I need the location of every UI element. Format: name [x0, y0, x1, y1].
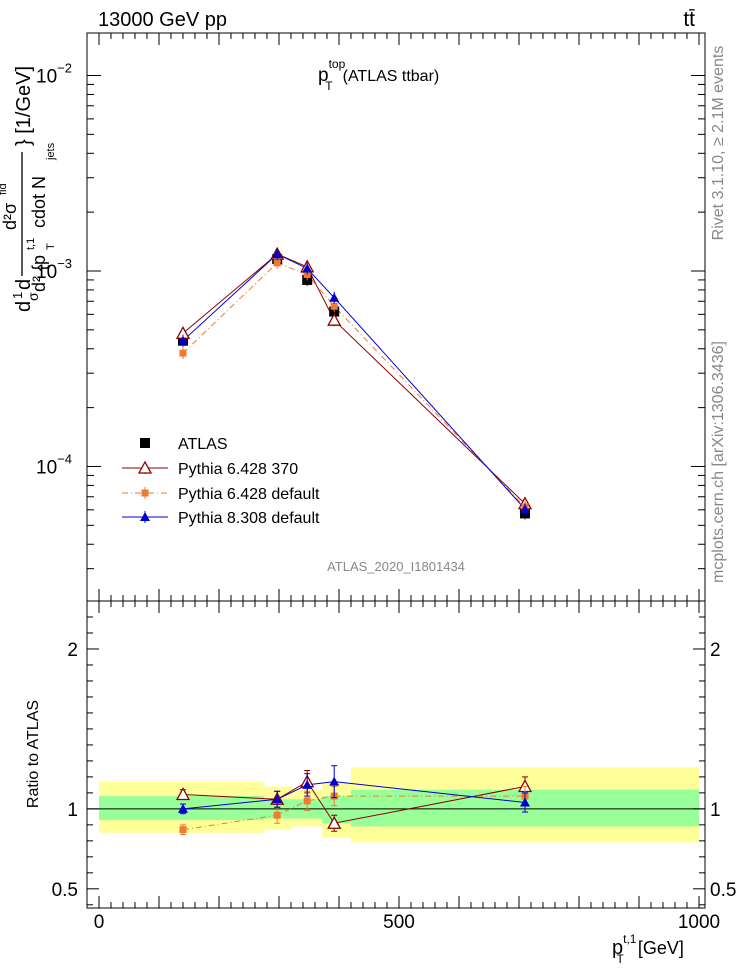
- main-ytick-label: 10−2: [36, 61, 72, 88]
- main-point: [272, 249, 283, 259]
- ratio-band-green-3: [322, 796, 351, 824]
- main-point: [520, 504, 530, 514]
- main-point: [302, 263, 313, 273]
- main-title-rest: (ATLAS ttbar): [343, 68, 440, 85]
- legend-marker: [137, 460, 153, 474]
- ratio-ytick-label-left: 1: [67, 800, 78, 821]
- main-ytick-label: 10−3: [36, 256, 72, 283]
- ratio-xlabel-p: p: [612, 937, 623, 959]
- main-ylabel-denominator: d² {p: [29, 255, 49, 292]
- main-ylabel-denominator-rest: cdot N: [29, 176, 49, 228]
- ratio-frame: [86, 600, 706, 909]
- ratio-xtick-label: 1000: [678, 912, 720, 933]
- ratio-ytick-label-right: 0.5: [710, 880, 736, 901]
- main-ytick-label-exp: −4: [57, 451, 72, 466]
- main-point: [178, 335, 188, 345]
- ratio-point: [272, 794, 283, 804]
- rivet-label: Rivet 3.1.10, ≥ 2.1M events: [710, 46, 727, 241]
- main-title-p: p: [318, 65, 329, 86]
- main-ytick-label: 10−4: [36, 451, 72, 478]
- ratio-xlabel-sup: t,1: [623, 932, 637, 946]
- main-point: [327, 312, 342, 326]
- main-ylabel-denominator-sup: t,1: [25, 238, 37, 250]
- legend-label: Pythia 6.428 370: [178, 461, 298, 478]
- ratio-xlabel-rest: [GeV]: [638, 938, 684, 958]
- legend-label: ATLAS: [178, 436, 228, 453]
- legend-marker: [141, 489, 149, 497]
- main-ylabel: d 1 σ d d²σ fid d² {p t,1 T cdot N jets …: [0, 66, 57, 312]
- main-title-sub: T: [325, 79, 333, 93]
- main-ylabel-d2: d: [13, 279, 35, 290]
- ratio-ylabel: Ratio to ATLAS: [25, 700, 42, 808]
- main-ylabel-numerator: d²σ: [0, 203, 20, 230]
- main-ytick-label-exp: −2: [57, 61, 72, 76]
- legend-marker: [140, 512, 150, 521]
- main-ytick-label-exp: −3: [57, 256, 72, 271]
- main-title-sup: top: [329, 57, 346, 71]
- ratio-point: [327, 815, 342, 829]
- legend-label: Pythia 6.428 default: [178, 486, 320, 503]
- main-point: [329, 292, 340, 302]
- legend-label: Pythia 8.308 default: [178, 510, 320, 527]
- main-ylabel-denominator-sub: T: [45, 243, 57, 250]
- main-title: ptop T (ATLAS ttbar): [318, 57, 439, 93]
- main-point: [330, 302, 338, 310]
- watermark: ATLAS_2020_I1801434: [327, 559, 465, 574]
- main-panel: ptop T (ATLAS ttbar) ATLAS_2020_I1801434 d…: [0, 57, 465, 574]
- ratio-xlabel-sub: T: [616, 952, 624, 966]
- main-ylabel-unit: } [1/GeV]: [13, 66, 35, 146]
- main-ylabel-numerator-sup: fid: [0, 183, 9, 195]
- main-point: [179, 349, 187, 357]
- main-ytick-label-base: 10: [36, 457, 57, 478]
- ratio-point: [302, 779, 313, 789]
- ratio-point: [175, 787, 191, 801]
- ratio-point: [329, 776, 340, 786]
- ratio-xtick-label: 0: [94, 912, 105, 933]
- main-ytick-label-base: 10: [36, 67, 57, 88]
- ratio-ytick-label-right: 1: [710, 800, 721, 821]
- ratio-xtick-label: 500: [383, 912, 415, 933]
- ratio-point: [303, 797, 311, 805]
- header-right: tt̄: [683, 8, 695, 31]
- ratio-ytick-label-left: 2: [67, 640, 78, 661]
- main-ylabel-sigma-frac: 1: [10, 292, 25, 299]
- ratio-point: [179, 826, 187, 834]
- mcplots-label: mcplots.cern.ch [arXiv:1306.3436]: [710, 341, 727, 583]
- ratio-ytick-label-right: 2: [710, 640, 721, 661]
- ratio-xlabel: pt,1 T [GeV]: [612, 932, 684, 966]
- main-ylabel-d1: d: [13, 301, 35, 312]
- legend-marker: [140, 438, 150, 448]
- main-ylabel-denominator-rest-sub: jets: [45, 142, 57, 161]
- ratio-point: [178, 803, 188, 813]
- ratio-ytick-label-left: 0.5: [52, 880, 78, 901]
- ratio-point: [520, 797, 530, 807]
- header-left: 13000 GeV pp: [98, 9, 227, 31]
- main-ylabel-sigma: σ: [25, 292, 41, 301]
- main-ytick-label-base: 10: [36, 262, 57, 283]
- main-point: [273, 259, 281, 267]
- ratio-point: [273, 811, 281, 819]
